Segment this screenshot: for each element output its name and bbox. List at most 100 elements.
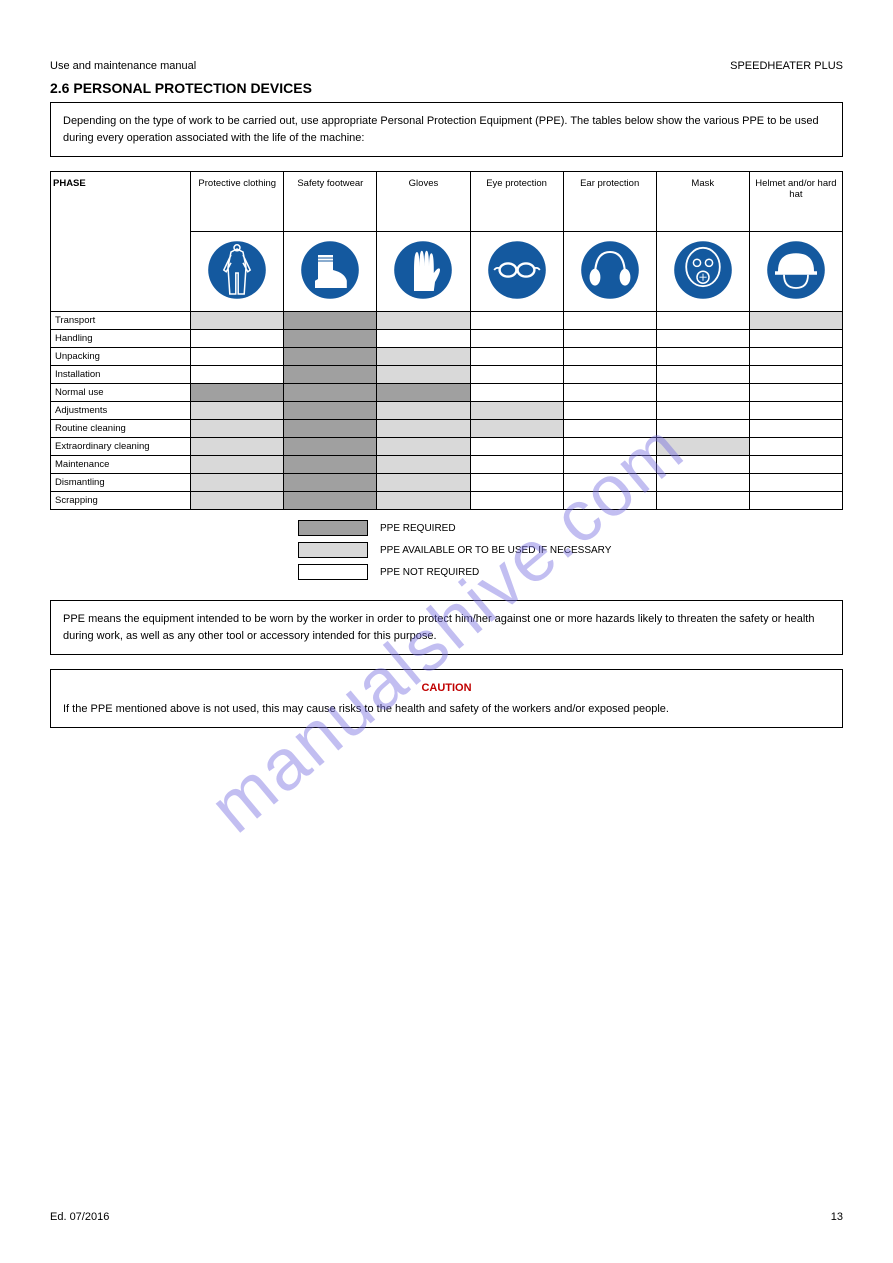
ppe-cell <box>191 402 284 420</box>
ppe-cell <box>749 438 842 456</box>
ppe-cell <box>377 312 470 330</box>
table-row: Scrapping <box>51 492 843 510</box>
earmuffs-icon <box>580 240 640 300</box>
col-hdr-eye: Eye protection <box>470 172 563 232</box>
ppe-cell <box>284 456 377 474</box>
ppe-table: PHASE Protective clothing Safety footwea… <box>50 171 843 510</box>
phase-cell: Installation <box>51 366 191 384</box>
ppe-cell <box>656 330 749 348</box>
page-header: Use and maintenance manual SPEEDHEATER P… <box>50 60 843 72</box>
table-row: Routine cleaning <box>51 420 843 438</box>
ppe-cell <box>470 330 563 348</box>
table-row: Maintenance <box>51 456 843 474</box>
coverall-icon-cell <box>191 232 284 312</box>
ppe-cell <box>284 348 377 366</box>
ppe-cell <box>470 438 563 456</box>
col-hdr-helmet: Helmet and/or hard hat <box>749 172 842 232</box>
phase-cell: Scrapping <box>51 492 191 510</box>
ppe-cell <box>191 456 284 474</box>
table-row: Dismantling <box>51 474 843 492</box>
mask-icon <box>673 240 733 300</box>
phase-cell: Dismantling <box>51 474 191 492</box>
ppe-cell <box>284 438 377 456</box>
phase-cell: Adjustments <box>51 402 191 420</box>
phase-header: PHASE <box>51 172 191 312</box>
ppe-cell <box>656 420 749 438</box>
legend-label-avail: PPE AVAILABLE OR TO BE USED IF NECESSARY <box>380 545 611 556</box>
ppe-cell <box>563 366 656 384</box>
ppe-cell <box>749 330 842 348</box>
ppe-cell <box>377 384 470 402</box>
ppe-cell <box>191 438 284 456</box>
ppe-cell <box>470 420 563 438</box>
phase-cell: Unpacking <box>51 348 191 366</box>
legend-row-req: PPE REQUIRED <box>298 520 843 536</box>
mask-icon-cell <box>656 232 749 312</box>
ppe-cell <box>563 492 656 510</box>
ppe-cell <box>749 366 842 384</box>
boots-icon-cell <box>284 232 377 312</box>
ppe-cell <box>749 474 842 492</box>
legend-swatch-none <box>298 564 368 580</box>
phase-cell: Maintenance <box>51 456 191 474</box>
ppe-cell <box>656 492 749 510</box>
ppe-cell <box>470 312 563 330</box>
ppe-cell <box>377 474 470 492</box>
ppe-cell <box>656 456 749 474</box>
ppe-cell <box>563 330 656 348</box>
legend-label-none: PPE NOT REQUIRED <box>380 567 479 578</box>
ppe-cell <box>749 348 842 366</box>
phase-cell: Handling <box>51 330 191 348</box>
ppe-cell <box>284 474 377 492</box>
ppe-cell <box>749 402 842 420</box>
footer-left: Ed. 07/2016 <box>50 1211 109 1223</box>
caution-title: CAUTION <box>63 680 830 697</box>
ppe-cell <box>191 492 284 510</box>
col-hdr-mask: Mask <box>656 172 749 232</box>
ppe-cell <box>749 492 842 510</box>
ppe-cell <box>656 402 749 420</box>
ppe-cell <box>656 366 749 384</box>
table-row: Extraordinary cleaning <box>51 438 843 456</box>
legend-row-avail: PPE AVAILABLE OR TO BE USED IF NECESSARY <box>298 542 843 558</box>
ppe-cell <box>377 330 470 348</box>
ppe-cell <box>470 492 563 510</box>
ppe-cell <box>749 384 842 402</box>
table-row: Normal use <box>51 384 843 402</box>
helmet-icon <box>766 240 826 300</box>
ppe-cell <box>284 492 377 510</box>
phase-cell: Routine cleaning <box>51 420 191 438</box>
col-hdr-gloves: Gloves <box>377 172 470 232</box>
ppe-cell <box>470 456 563 474</box>
earmuffs-icon-cell <box>563 232 656 312</box>
col-hdr-ear: Ear protection <box>563 172 656 232</box>
ppe-cell <box>377 402 470 420</box>
ppe-cell <box>563 402 656 420</box>
ppe-cell <box>377 456 470 474</box>
phase-cell: Transport <box>51 312 191 330</box>
goggles-icon <box>487 240 547 300</box>
phase-cell: Extraordinary cleaning <box>51 438 191 456</box>
ppe-header-row: PHASE Protective clothing Safety footwea… <box>51 172 843 232</box>
col-hdr-footwear: Safety footwear <box>284 172 377 232</box>
legend-row-none: PPE NOT REQUIRED <box>298 564 843 580</box>
ppe-cell <box>191 366 284 384</box>
caution-box: CAUTION If the PPE mentioned above is no… <box>50 669 843 728</box>
helmet-icon-cell <box>749 232 842 312</box>
legend-swatch-avail <box>298 542 368 558</box>
ppe-cell <box>191 330 284 348</box>
ppe-cell <box>470 474 563 492</box>
phase-cell: Normal use <box>51 384 191 402</box>
ppe-cell <box>377 438 470 456</box>
table-row: Unpacking <box>51 348 843 366</box>
ppe-cell <box>284 384 377 402</box>
table-row: Handling <box>51 330 843 348</box>
legend-swatch-req <box>298 520 368 536</box>
caution-body: If the PPE mentioned above is not used, … <box>63 701 830 718</box>
ppe-cell <box>284 330 377 348</box>
ppe-cell <box>284 420 377 438</box>
ppe-cell <box>749 456 842 474</box>
header-right: SPEEDHEATER PLUS <box>730 60 843 72</box>
ppe-cell <box>563 312 656 330</box>
ppe-cell <box>656 438 749 456</box>
